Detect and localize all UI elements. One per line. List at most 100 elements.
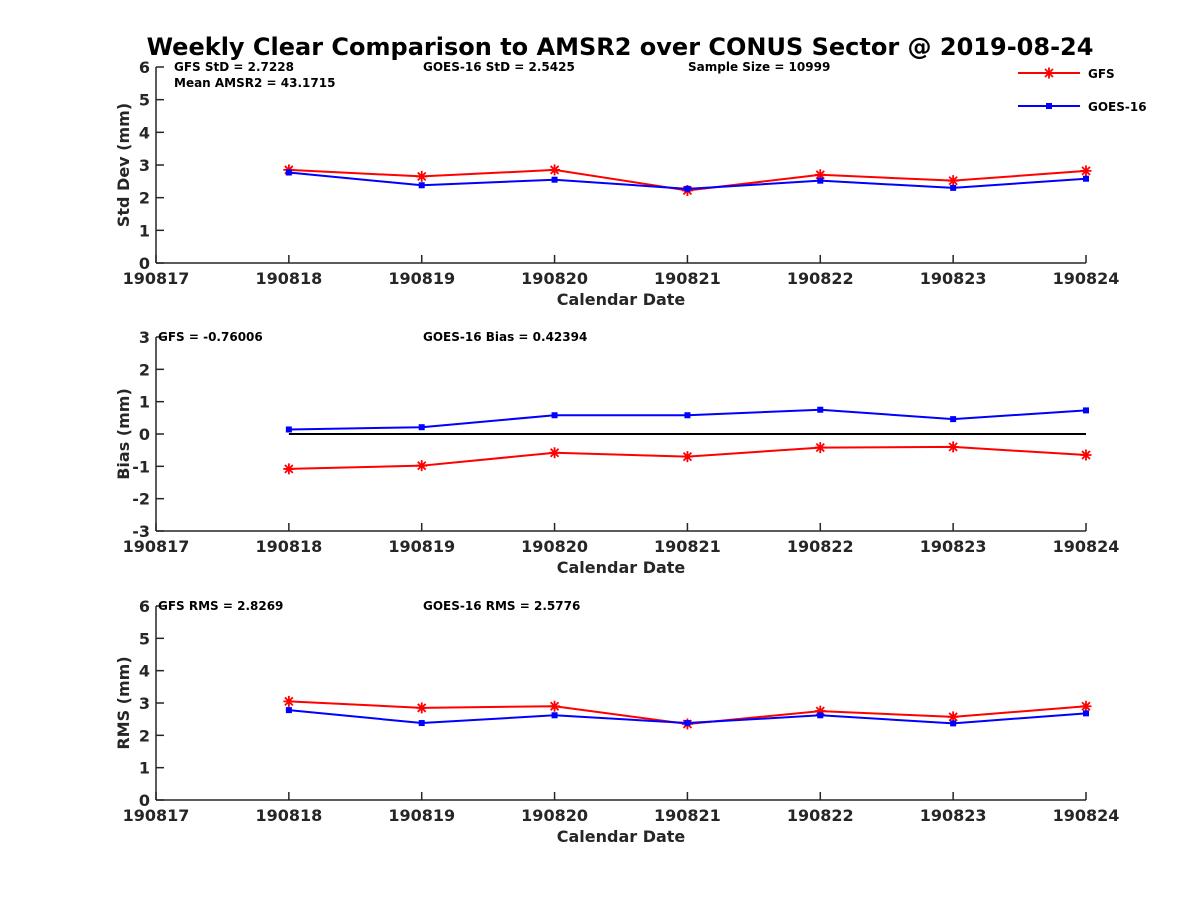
goes-16-point [684, 720, 691, 727]
y-tick-label: 0 [139, 425, 150, 444]
goes-16-point [817, 406, 824, 413]
x-tick-label: 190817 [123, 537, 190, 556]
goes-16-point [950, 416, 957, 423]
x-axis-label: Calendar Date [557, 558, 686, 577]
gfs-point [416, 170, 428, 182]
x-tick-label: 190823 [920, 269, 987, 288]
goes-16-point [418, 182, 425, 189]
goes-16-point [950, 720, 957, 727]
x-tick-label: 190820 [521, 537, 588, 556]
x-tick-label: 190824 [1053, 537, 1120, 556]
x-tick-label: 190821 [654, 269, 721, 288]
stat-annotation: GFS = -0.76006 [158, 330, 263, 344]
x-tick-label: 190824 [1053, 806, 1120, 825]
x-tick-label: 190819 [388, 537, 455, 556]
gfs-point [1080, 165, 1092, 177]
gfs-point [416, 702, 428, 714]
x-tick-label: 190823 [920, 806, 987, 825]
x-tick-label: 190818 [255, 269, 322, 288]
goes-16-point [551, 712, 558, 719]
x-axis-label: Calendar Date [557, 827, 686, 846]
y-tick-label: 0 [139, 254, 150, 273]
stddev-panel: 190817 190818 190819 190820 190821 190822 1908… [114, 58, 1119, 309]
legend-gfs-marker [1043, 67, 1055, 79]
goes-16-point [684, 412, 691, 419]
x-tick-label: 190822 [787, 537, 854, 556]
gfs-point [549, 447, 561, 459]
y-tick-label: 6 [139, 597, 150, 616]
x-tick-label: 190822 [787, 269, 854, 288]
gfs-point [947, 711, 959, 723]
x-tick-label: 190821 [654, 537, 721, 556]
stat-annotation: GFS StD = 2.7228 [174, 60, 294, 74]
x-tick-label: 190822 [787, 806, 854, 825]
y-tick-label: 1 [139, 221, 150, 240]
legend-gfs-label: GFS [1088, 67, 1115, 81]
gfs-point [681, 451, 693, 463]
x-tick-label: 190819 [388, 806, 455, 825]
y-tick-label: 3 [139, 694, 150, 713]
legend-goes-16-label: GOES-16 [1088, 100, 1147, 114]
y-axis-label: Std Dev (mm) [114, 103, 133, 227]
gfs-point [814, 442, 826, 454]
x-tick-label: 190820 [521, 806, 588, 825]
goes-16-point [1083, 175, 1089, 182]
goes-16-point [418, 424, 425, 431]
stat-annotation: GFS RMS = 2.8269 [158, 599, 283, 613]
goes-16-point [551, 176, 558, 183]
rms-panel: 190817 190818 190819 190820 190821 190822 1908… [114, 597, 1119, 846]
goes-16-point [285, 707, 292, 714]
gfs-point [947, 175, 959, 187]
gfs-point [549, 700, 561, 712]
goes-16-point [551, 412, 558, 419]
x-tick-label: 190824 [1053, 269, 1120, 288]
chart-title: Weekly Clear Comparison to AMSR2 over CO… [147, 33, 1094, 61]
y-axis-label: Bias (mm) [114, 388, 133, 480]
goes-16-point [418, 720, 425, 727]
gfs-point [814, 169, 826, 181]
y-tick-label: 2 [139, 360, 150, 379]
goes-16-point [950, 184, 957, 191]
stat-annotation: GOES-16 StD = 2.5425 [423, 60, 575, 74]
x-tick-label: 190821 [654, 806, 721, 825]
legend: GFS GOES-16 [1018, 67, 1147, 114]
y-tick-label: 1 [139, 393, 150, 412]
stat-annotation: GOES-16 RMS = 2.5776 [423, 599, 580, 613]
y-tick-label: 1 [139, 759, 150, 778]
goes-16-point [817, 177, 824, 184]
y-tick-label: -2 [132, 490, 150, 509]
gfs-point [283, 463, 295, 475]
bias-panel: 190817 190818 190819 190820 190821 190822 1908… [114, 328, 1119, 577]
stat-annotation: Sample Size = 10999 [688, 60, 830, 74]
gfs-point [283, 695, 295, 707]
stat-annotation: Mean AMSR2 = 43.1715 [174, 76, 335, 90]
y-tick-label: 4 [139, 662, 150, 681]
goes-16-point [817, 712, 824, 719]
goes-16-point [1083, 407, 1089, 414]
x-tick-label: 190820 [521, 269, 588, 288]
legend-goes-16-marker [1046, 103, 1052, 109]
gfs-point [1080, 449, 1092, 461]
x-tick-label: 190823 [920, 537, 987, 556]
goes-16-point [684, 185, 691, 192]
goes-16-point [285, 426, 292, 433]
goes-16-point [1083, 710, 1089, 717]
y-tick-label: 5 [139, 629, 150, 648]
y-tick-label: 3 [139, 156, 150, 175]
x-tick-label: 190819 [388, 269, 455, 288]
x-axis-label: Calendar Date [557, 290, 686, 309]
y-tick-label: 5 [139, 91, 150, 110]
y-tick-label: -1 [132, 457, 150, 476]
stat-annotation: GOES-16 Bias = 0.42394 [423, 330, 587, 344]
gfs-point [1080, 700, 1092, 712]
y-tick-label: 2 [139, 726, 150, 745]
y-axis-label: RMS (mm) [114, 656, 133, 749]
y-tick-label: -3 [132, 522, 150, 541]
goes-16-point [285, 169, 292, 176]
gfs-point [416, 460, 428, 472]
x-tick-label: 190817 [123, 269, 190, 288]
x-tick-label: 190817 [123, 806, 190, 825]
x-tick-label: 190818 [255, 537, 322, 556]
y-tick-label: 6 [139, 58, 150, 77]
